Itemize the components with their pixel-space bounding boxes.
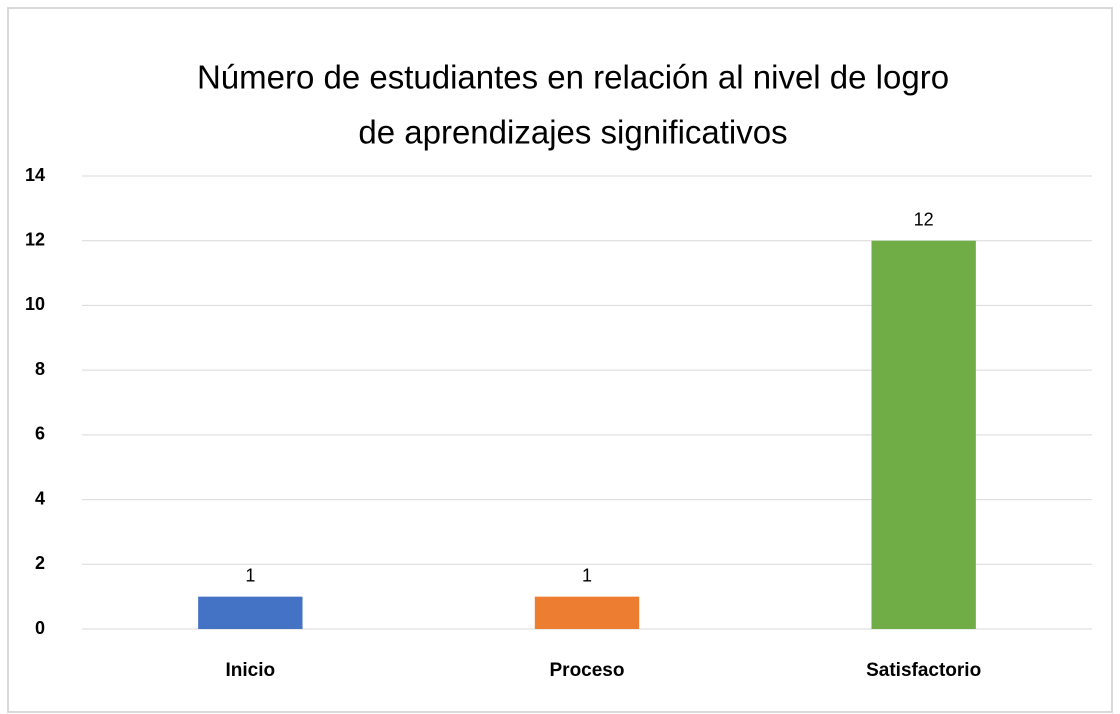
- y-tick-label: 4: [35, 488, 45, 508]
- bar: [871, 240, 976, 629]
- chart-title: Número de estudiantes en relación al niv…: [197, 59, 949, 96]
- data-label: 12: [914, 209, 934, 229]
- y-tick-label: 14: [25, 165, 45, 185]
- data-label: 1: [582, 565, 592, 585]
- x-tick-label: Inicio: [226, 660, 276, 681]
- y-tick-label: 8: [35, 359, 45, 379]
- x-tick-label: Proceso: [550, 660, 625, 681]
- y-tick-label: 6: [35, 424, 45, 444]
- chart-title: de aprendizajes significativos: [358, 114, 787, 151]
- x-tick-label: Satisfactorio: [866, 660, 981, 681]
- y-tick-label: 0: [35, 618, 45, 638]
- y-tick-label: 10: [25, 294, 45, 314]
- data-label: 1: [245, 565, 255, 585]
- bar: [198, 596, 303, 629]
- bar: [534, 596, 640, 629]
- y-tick-label: 2: [35, 553, 45, 573]
- y-tick-label: 12: [25, 229, 45, 249]
